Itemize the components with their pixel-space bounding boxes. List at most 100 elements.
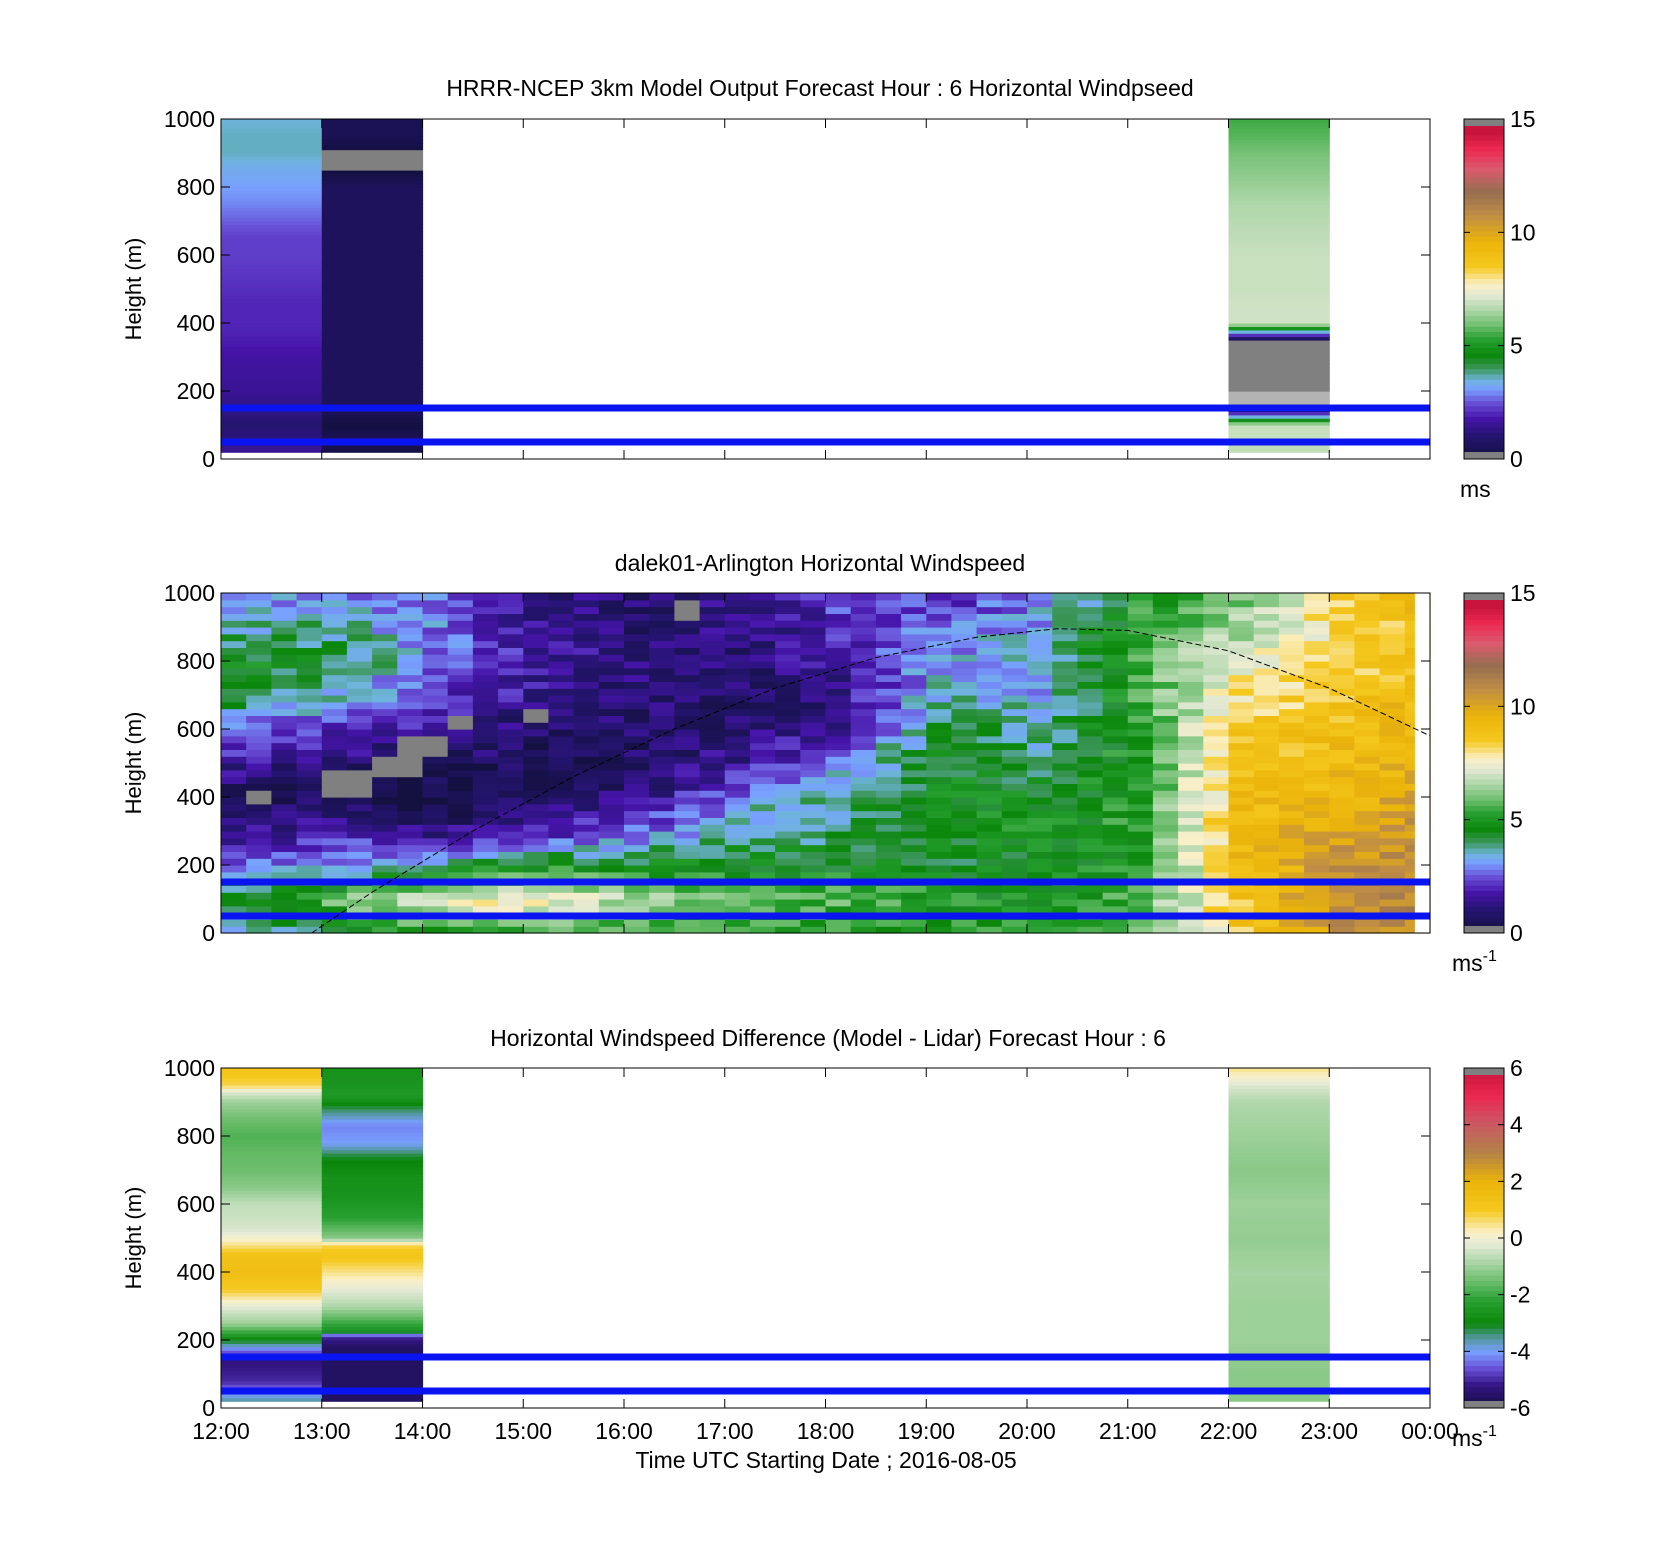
heatmap-cell xyxy=(397,926,424,934)
heatmap-cell xyxy=(221,1333,323,1338)
heatmap-cell xyxy=(598,892,625,900)
heatmap-cell xyxy=(1304,667,1330,676)
heatmap-cell xyxy=(875,871,902,880)
heatmap-cell xyxy=(1228,1183,1330,1188)
heatmap-cell xyxy=(1379,844,1406,852)
heatmap-cell xyxy=(1102,769,1129,778)
heatmap-cell xyxy=(598,742,625,750)
heatmap-cell xyxy=(1228,1231,1330,1236)
heatmap-cell xyxy=(321,170,424,174)
heatmap-cell xyxy=(951,627,978,635)
heatmap-cell xyxy=(397,885,424,893)
heatmap-cell xyxy=(1027,606,1053,614)
heatmap-cell xyxy=(221,688,247,696)
colorbar-swatch xyxy=(1464,1280,1504,1287)
heatmap-cell xyxy=(1127,837,1154,846)
heatmap-cell xyxy=(1077,919,1104,927)
heatmap-cell xyxy=(1253,640,1280,648)
colorbar-swatch xyxy=(1464,693,1504,700)
heatmap-cell xyxy=(1203,627,1230,635)
heatmap-cell xyxy=(1228,272,1330,276)
heatmap-cell xyxy=(221,1156,323,1161)
heatmap-cell xyxy=(775,667,801,676)
heatmap-cell xyxy=(372,633,398,642)
heatmap-cell xyxy=(1077,851,1104,859)
heatmap-cell xyxy=(472,885,499,893)
heatmap-cell xyxy=(321,1214,424,1219)
heatmap-cell xyxy=(271,749,298,757)
heatmap-cell xyxy=(1228,241,1330,246)
colorbar-swatch xyxy=(1464,209,1504,216)
heatmap-cell xyxy=(397,905,424,914)
heatmap-cell xyxy=(1278,667,1305,676)
heatmap-cell xyxy=(1077,674,1104,682)
heatmap-cell xyxy=(598,844,625,852)
x-tick-label: 16:00 xyxy=(595,1418,653,1444)
heatmap-cell xyxy=(1228,905,1255,914)
heatmap-cell xyxy=(875,633,902,642)
heatmap-cell xyxy=(1228,1071,1330,1076)
heatmap-cell xyxy=(221,905,247,914)
heatmap-cell xyxy=(321,285,424,290)
colorbar-tick-label: 5 xyxy=(1510,807,1523,833)
heatmap-cell xyxy=(1001,899,1028,907)
heatmap-cell xyxy=(1077,783,1104,791)
heatmap-cell xyxy=(498,661,524,669)
heatmap-cell xyxy=(1379,858,1406,866)
heatmap-cell xyxy=(372,769,398,778)
heatmap-cell xyxy=(321,231,424,236)
heatmap-cell xyxy=(321,380,424,385)
heatmap-cell xyxy=(674,797,701,805)
heatmap-cell xyxy=(825,919,852,927)
heatmap-cell xyxy=(1077,837,1104,846)
heatmap-cell xyxy=(447,803,474,812)
heatmap-cell xyxy=(498,667,524,676)
heatmap-cell xyxy=(1152,688,1179,696)
heatmap-cell xyxy=(901,831,927,839)
heatmap-cell xyxy=(1102,892,1129,900)
heatmap-cell xyxy=(624,899,650,907)
heatmap-cell xyxy=(749,640,776,648)
heatmap-cell xyxy=(321,810,348,818)
heatmap-cell xyxy=(321,125,424,130)
colorbar-swatch xyxy=(1464,1259,1504,1266)
heatmap-cell xyxy=(1052,837,1078,846)
heatmap-cell xyxy=(926,654,953,662)
heatmap-cell xyxy=(674,790,701,798)
heatmap-cell xyxy=(422,763,449,771)
heatmap-cell xyxy=(951,865,978,873)
heatmap-cell xyxy=(447,735,474,744)
heatmap-cell xyxy=(624,640,650,648)
heatmap-cell xyxy=(1102,735,1129,744)
heatmap-cell xyxy=(649,688,675,696)
colorbar-swatch xyxy=(1464,794,1504,801)
heatmap-cell xyxy=(749,756,776,764)
heatmap-cell xyxy=(1228,343,1330,348)
heatmap-cell xyxy=(850,905,877,914)
heatmap-cell xyxy=(447,701,474,710)
heatmap-cell xyxy=(1228,1248,1330,1253)
heatmap-cell xyxy=(875,661,902,669)
heatmap-cell xyxy=(296,824,323,832)
heatmap-cell xyxy=(1253,803,1280,812)
heatmap-cell xyxy=(321,1163,424,1168)
heatmap-cell xyxy=(875,695,902,703)
heatmap-cell xyxy=(372,783,398,791)
heatmap-cell xyxy=(1253,688,1280,696)
heatmap-cell xyxy=(397,919,424,927)
heatmap-cell xyxy=(221,374,323,378)
heatmap-cell xyxy=(825,715,852,723)
heatmap-cell xyxy=(1329,851,1356,859)
heatmap-cell xyxy=(1052,606,1078,614)
heatmap-cell xyxy=(976,688,1003,696)
heatmap-cell xyxy=(221,865,247,873)
heatmap-cell xyxy=(598,797,625,805)
heatmap-cell xyxy=(523,606,550,614)
heatmap-cell xyxy=(1052,824,1078,832)
heatmap-cell xyxy=(598,749,625,757)
colorbar-frame xyxy=(1463,118,1505,460)
heatmap-cell xyxy=(1052,899,1078,907)
heatmap-cell xyxy=(1052,654,1078,662)
heatmap-cell xyxy=(397,790,424,798)
heatmap-cell xyxy=(976,899,1003,907)
